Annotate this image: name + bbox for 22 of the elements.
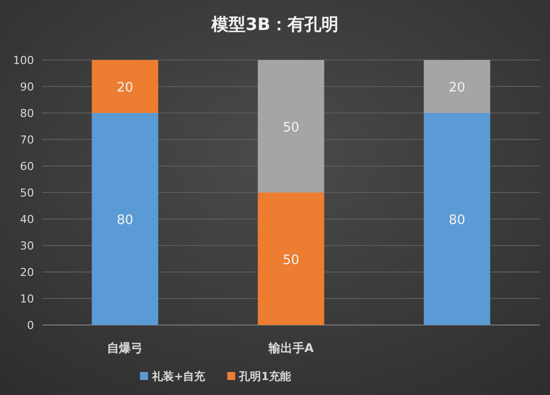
- y-tick-label: 100: [13, 54, 34, 67]
- data-label: 20: [116, 80, 134, 96]
- y-tick-label: 60: [20, 160, 34, 173]
- y-tick-label: 50: [20, 186, 34, 200]
- y-tick-label: 90: [20, 80, 34, 94]
- data-label: 80: [116, 213, 134, 228]
- x-tick-label: 自爆弓: [107, 341, 143, 355]
- data-label: 50: [282, 120, 300, 136]
- y-tick-label: 0: [27, 319, 34, 332]
- y-tick-label: 30: [20, 240, 34, 252]
- chart-title: 模型3B：有孔明: [210, 15, 338, 35]
- x-tick-label: 输出手A: [267, 341, 314, 355]
- y-tick-label: 80: [20, 107, 34, 120]
- data-label: 50: [282, 252, 300, 268]
- y-tick-label: 10: [20, 292, 34, 306]
- y-tick-label: 40: [20, 213, 34, 226]
- data-label: 20: [448, 80, 466, 96]
- y-tick-label: 20: [20, 266, 34, 279]
- y-tick-label: 70: [20, 134, 34, 146]
- data-label: 80: [448, 213, 466, 228]
- legend-label: 礼装+自充: [151, 370, 206, 383]
- legend-label: 孔明1充能: [238, 370, 292, 383]
